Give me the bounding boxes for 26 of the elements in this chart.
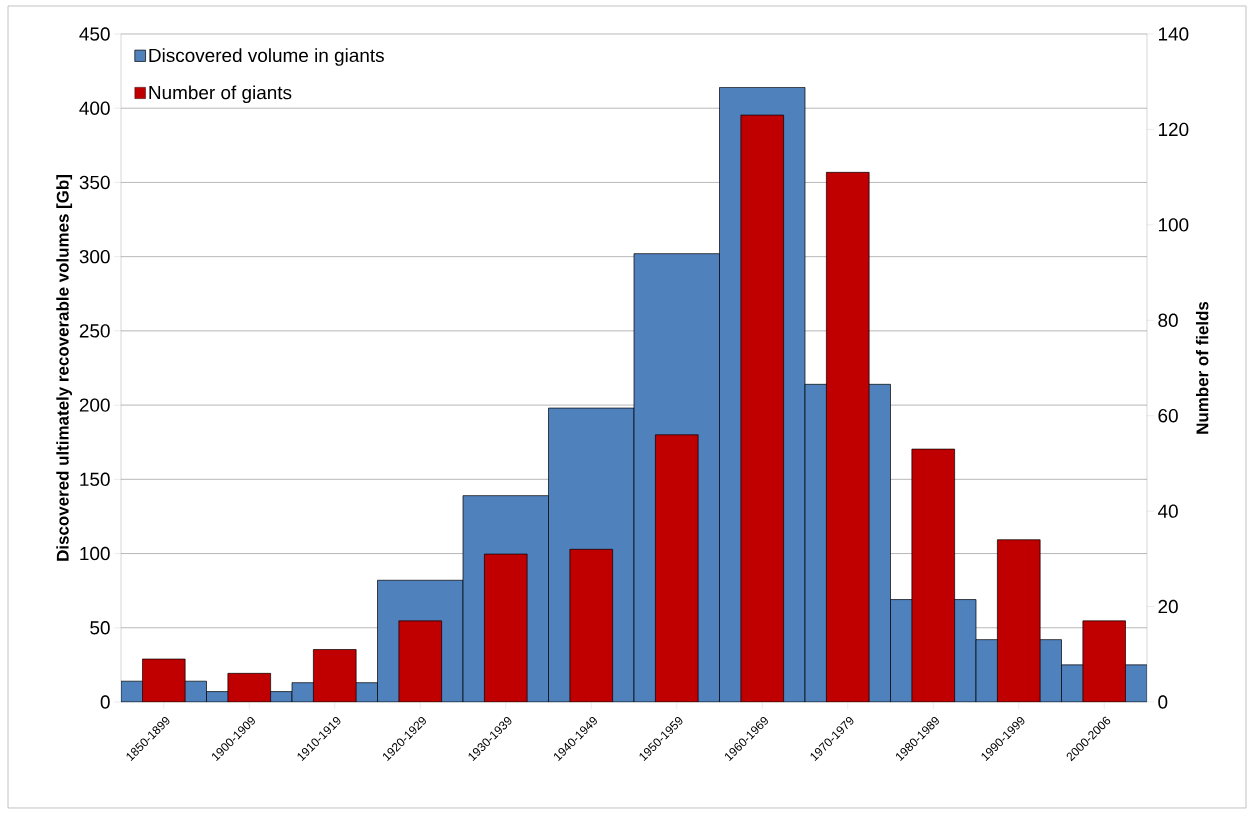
y2-axis-title: Number of fields bbox=[1195, 301, 1209, 434]
y2-tick-label: 40 bbox=[1157, 504, 1178, 518]
y2-tick-label: 20 bbox=[1158, 599, 1178, 614]
y-tick-label: 100 bbox=[80, 546, 110, 561]
y-tick-label: 350 bbox=[79, 175, 110, 190]
y-tick-label: 200 bbox=[79, 398, 110, 412]
y-tick-label: 400 bbox=[79, 101, 110, 115]
y2-tick-label: 120 bbox=[1158, 122, 1189, 137]
legend-label: Discovered volume in giants bbox=[149, 48, 384, 66]
y-tick-label: 300 bbox=[79, 249, 110, 264]
y2-tick-label: 140 bbox=[1158, 27, 1189, 41]
y-tick-label: 450 bbox=[79, 27, 110, 41]
y-axis-title: Discovered ultimately recoverable volumes [Gb] bbox=[56, 175, 73, 561]
y2-tick-label: 0 bbox=[1158, 695, 1168, 709]
y-tick-label: 250 bbox=[79, 324, 110, 338]
bar bbox=[655, 434, 699, 702]
y2-tick-label: 60 bbox=[1158, 408, 1178, 423]
y2-tick-label: 100 bbox=[1158, 218, 1189, 232]
y-tick-label: 50 bbox=[90, 621, 110, 635]
bar bbox=[484, 553, 528, 702]
bar bbox=[569, 548, 613, 702]
y-tick-label: 0 bbox=[100, 695, 110, 709]
y2-tick-label: 80 bbox=[1158, 313, 1178, 327]
legend-label: Number of giants bbox=[149, 85, 292, 104]
bar bbox=[398, 620, 442, 702]
y-tick-label: 150 bbox=[80, 472, 110, 487]
